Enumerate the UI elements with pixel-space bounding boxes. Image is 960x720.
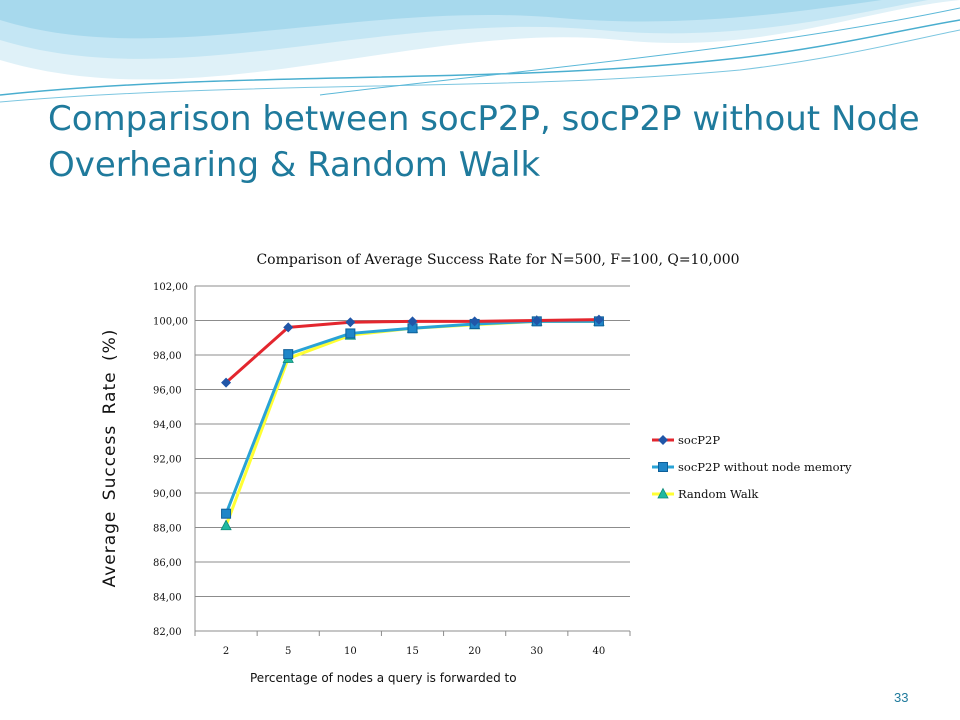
marker-square [221,508,232,519]
y-tick-label: 94,00 [153,420,182,431]
y-tick-label: 88,00 [153,524,182,535]
x-axis-title: Percentage of nodes a query is forwarded… [250,671,517,685]
header-wave-decoration [0,0,960,103]
marker-square [283,349,294,360]
y-tick-label: 90,00 [153,489,182,500]
slide-title: Comparison between socP2P, socP2P withou… [48,99,920,185]
x-tick-label: 30 [530,646,543,657]
x-tick-label: 10 [344,646,357,657]
marker-diamond [407,316,418,327]
marker-triangle [220,519,232,531]
marker-diamond [221,377,232,388]
series-line-1 [224,319,599,515]
y-axis-title-box [82,308,136,608]
marker-diamond [658,435,668,445]
page-number: 33 [894,690,909,705]
y-tick-label: 100,00 [153,317,188,328]
x-tick-label: 40 [593,646,606,657]
x-tick-label: 20 [468,646,481,657]
x-tick-label: 15 [406,646,419,657]
marker-diamond [345,317,356,328]
y-tick-label: 98,00 [153,351,182,362]
y-tick-label: 102,00 [153,282,188,293]
marker-square [658,462,668,472]
x-tick-label: 5 [285,646,291,657]
marker-square [345,328,356,339]
marker-diamond [283,322,294,333]
y-tick-label: 86,00 [153,558,182,569]
marker-diamond [531,315,542,326]
y-tick-label: 96,00 [153,386,182,397]
y-tick-label: 82,00 [153,627,182,638]
x-axis-title-box [242,666,592,694]
marker-diamond [593,314,604,325]
marker-triangle [657,487,669,499]
y-tick-label: 84,00 [153,593,182,604]
legend-label: socP2P without node memory [678,460,852,474]
x-tick-label: 2 [223,646,229,657]
legend-label: socP2P [678,433,720,447]
marker-diamond [469,316,480,327]
chart-title: Comparison of Average Success Rate for N… [256,252,739,268]
legend-label: Random Walk [678,487,759,501]
y-tick-label: 92,00 [153,455,182,466]
